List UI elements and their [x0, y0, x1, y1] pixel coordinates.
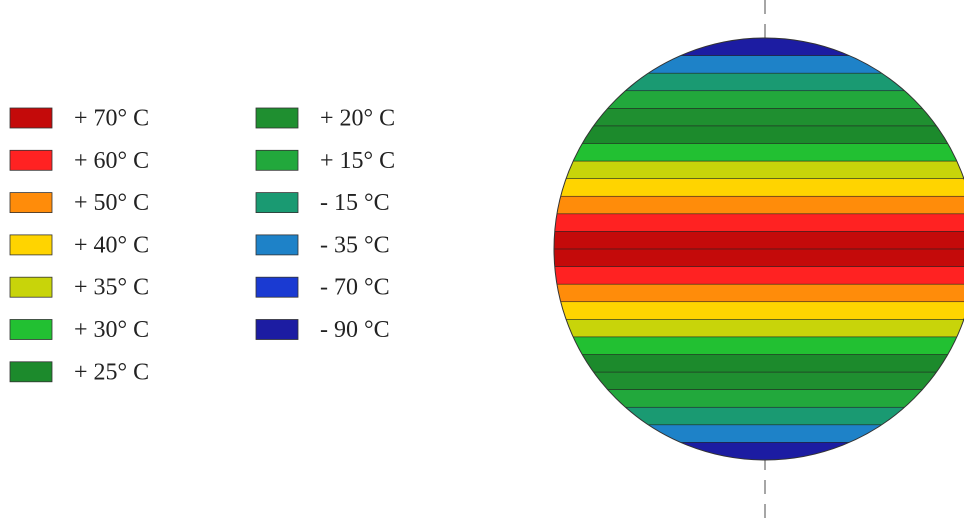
legend-swatch [256, 108, 298, 128]
sphere-band [550, 214, 964, 232]
diagram: + 70° C + 60° C + 50° C + 40° C + 35° C + 30°… [0, 0, 964, 521]
sphere-band [550, 355, 964, 373]
sphere-band [550, 38, 964, 56]
legend-label: - 70 °C [320, 275, 390, 301]
sphere-band [550, 56, 964, 74]
legend-swatch [256, 150, 298, 170]
legend-label: + 70° C [74, 106, 149, 132]
legend-label: + 40° C [74, 232, 149, 258]
legend-swatch [10, 150, 52, 170]
legend-label: + 20° C [320, 106, 395, 132]
sphere-band [550, 196, 964, 214]
legend-swatch [256, 277, 298, 297]
legend-label: + 30° C [74, 317, 149, 343]
legend-swatch [256, 193, 298, 213]
legend-label: - 90 °C [320, 317, 390, 343]
sphere-band [550, 425, 964, 443]
sphere-band [550, 249, 964, 267]
sphere-band [550, 319, 964, 337]
sphere-band [550, 390, 964, 408]
legend-label: - 15 °C [320, 190, 390, 216]
sphere-band [550, 126, 964, 144]
legend-swatch [10, 362, 52, 382]
legend-swatch [256, 320, 298, 340]
sphere-band [550, 337, 964, 355]
legend-label: + 60° C [74, 148, 149, 174]
sphere-band [550, 91, 964, 109]
sphere-band [550, 144, 964, 162]
sphere-band [550, 179, 964, 197]
sphere-band [550, 108, 964, 126]
legend-swatch [256, 235, 298, 255]
sphere-band [550, 231, 964, 249]
sphere-band [550, 161, 964, 179]
sphere-band [550, 372, 964, 390]
sphere-band [550, 442, 964, 460]
legend-label: + 35° C [74, 275, 149, 301]
legend-swatch [10, 193, 52, 213]
sphere-band [550, 284, 964, 302]
sphere-bands [550, 38, 964, 460]
legend-label: - 35 °C [320, 232, 390, 258]
legend-label: + 25° C [74, 359, 149, 385]
sphere-band [550, 267, 964, 285]
legend-swatch [10, 108, 52, 128]
legend-label: + 50° C [74, 190, 149, 216]
sphere-band [550, 302, 964, 320]
legend-swatch [10, 235, 52, 255]
legend-swatch [10, 320, 52, 340]
legend-swatch [10, 277, 52, 297]
legend: + 70° C + 60° C + 50° C + 40° C + 35° C + 30°… [10, 106, 395, 386]
legend-label: + 15° C [320, 148, 395, 174]
